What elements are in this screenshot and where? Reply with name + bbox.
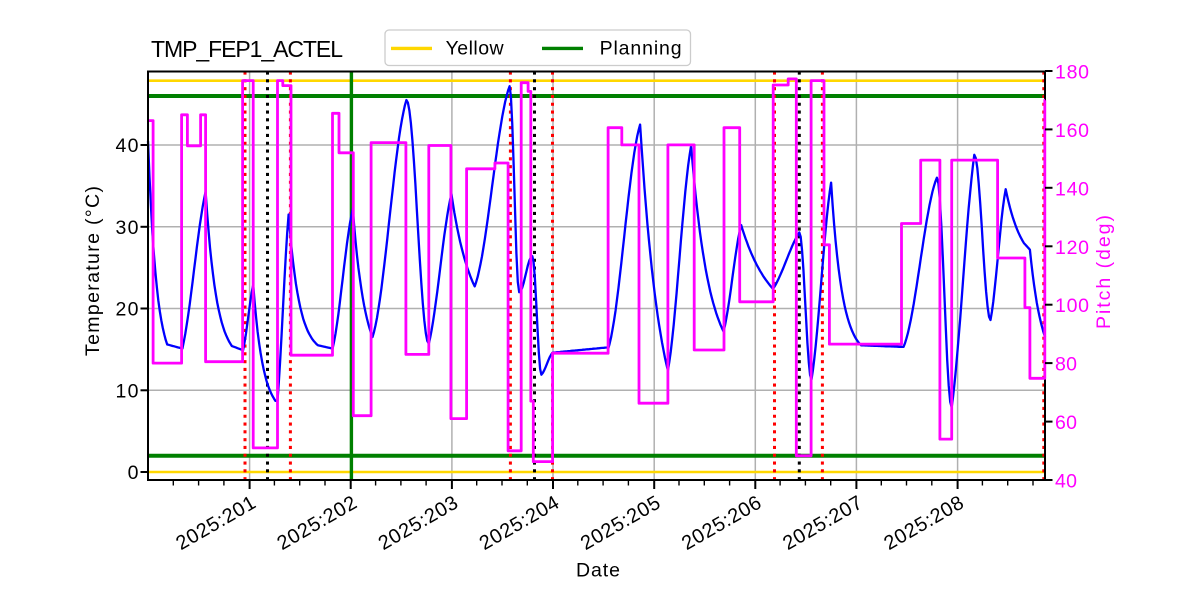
- svg-text:140: 140: [1055, 178, 1089, 200]
- svg-text:40: 40: [1055, 471, 1077, 493]
- svg-text:120: 120: [1055, 237, 1089, 259]
- svg-text:TMP_FEP1_ACTEL: TMP_FEP1_ACTEL: [151, 36, 343, 62]
- svg-text:Yellow: Yellow: [446, 38, 505, 60]
- svg-text:80: 80: [1055, 354, 1077, 376]
- svg-text:Date: Date: [576, 560, 620, 582]
- svg-text:Planning: Planning: [600, 38, 682, 60]
- svg-text:180: 180: [1055, 62, 1089, 84]
- svg-text:Temperature (°C): Temperature (°C): [82, 186, 104, 356]
- svg-text:30: 30: [116, 217, 139, 239]
- svg-text:Pitch (deg): Pitch (deg): [1093, 215, 1115, 329]
- svg-text:40: 40: [116, 135, 139, 157]
- svg-text:160: 160: [1055, 120, 1089, 142]
- svg-text:0: 0: [128, 462, 139, 484]
- svg-text:20: 20: [116, 299, 139, 321]
- svg-text:10: 10: [116, 380, 139, 402]
- svg-text:60: 60: [1055, 412, 1077, 434]
- svg-text:100: 100: [1055, 295, 1089, 317]
